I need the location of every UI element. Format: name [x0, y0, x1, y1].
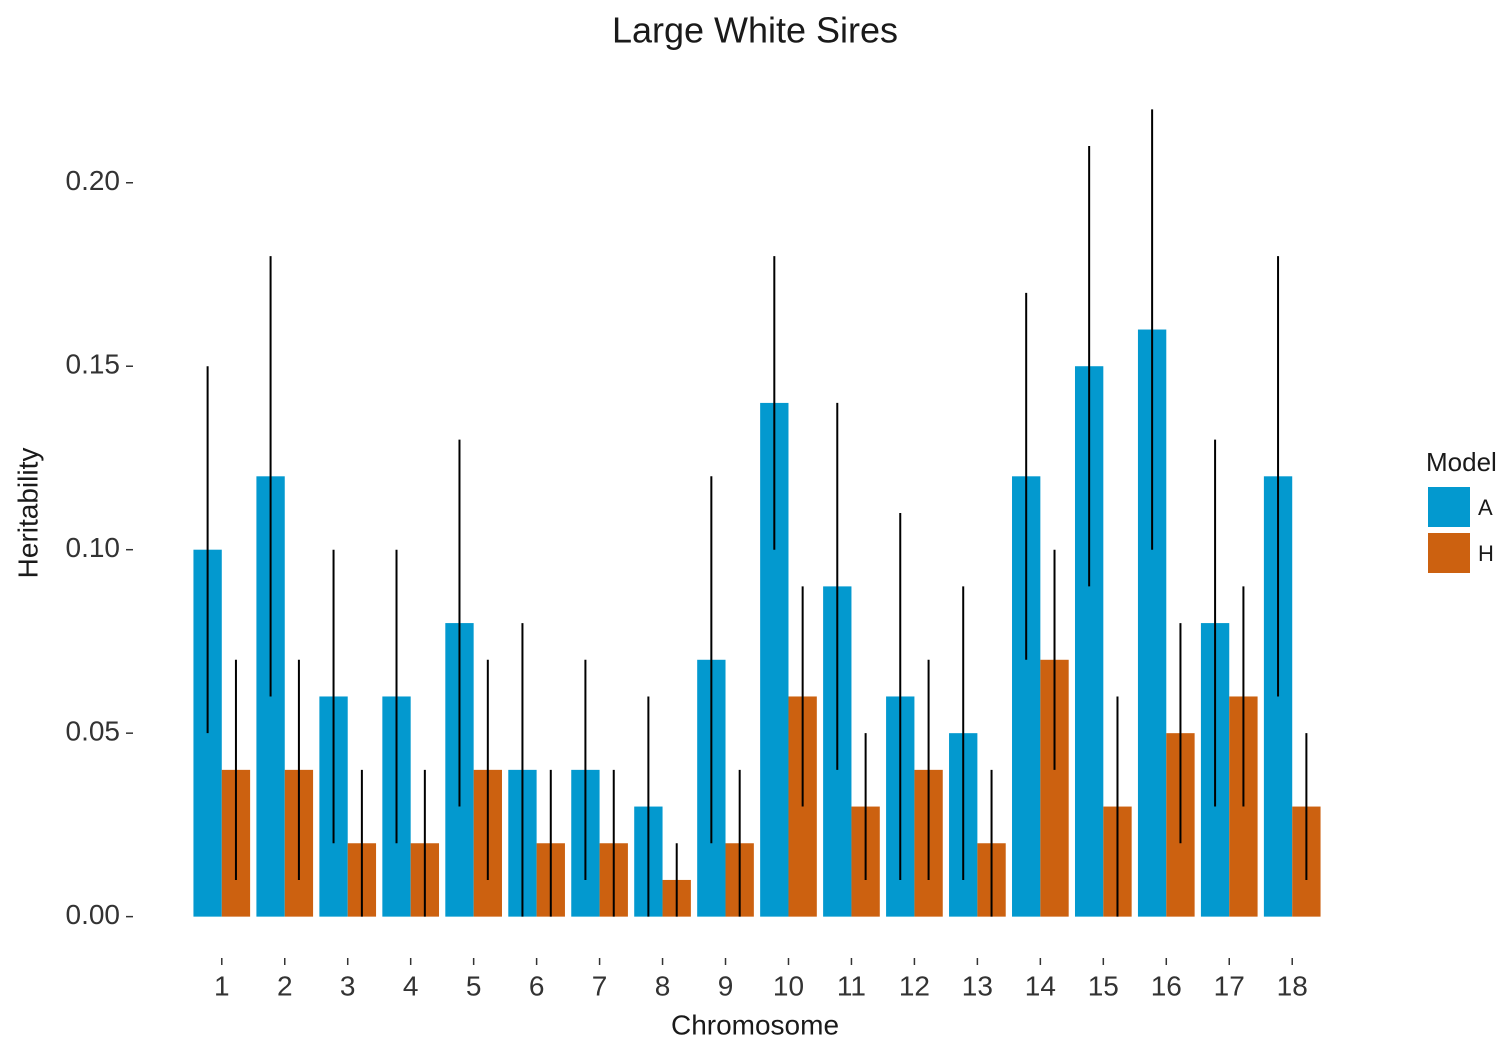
y-tick-label: 0.00 [66, 899, 121, 930]
legend-key [1428, 487, 1470, 527]
chart-title: Large White Sires [612, 10, 898, 51]
legend-label: A [1478, 495, 1493, 520]
x-tick-label: 15 [1088, 970, 1119, 1001]
x-tick-label: 9 [718, 970, 734, 1001]
x-tick-label: 14 [1025, 970, 1056, 1001]
x-tick-label: 1 [214, 970, 230, 1001]
y-tick-label: 0.20 [66, 165, 121, 196]
x-tick-label: 6 [529, 970, 545, 1001]
x-tick-label: 4 [403, 970, 419, 1001]
x-tick-label: 10 [773, 970, 804, 1001]
x-tick-label: 18 [1277, 970, 1308, 1001]
legend-label: H [1478, 541, 1494, 566]
x-axis-label: Chromosome [671, 1009, 839, 1040]
x-tick-label: 12 [899, 970, 930, 1001]
y-axis-label: Heritability [12, 448, 43, 579]
x-tick-label: 17 [1214, 970, 1245, 1001]
x-tick-label: 8 [655, 970, 671, 1001]
x-tick-label: 16 [1151, 970, 1182, 1001]
x-tick-label: 13 [962, 970, 993, 1001]
x-tick-label: 3 [340, 970, 356, 1001]
legend-title: Model [1426, 447, 1497, 477]
x-tick-label: 2 [277, 970, 293, 1001]
y-tick-label: 0.05 [66, 716, 121, 747]
y-tick-label: 0.15 [66, 349, 121, 380]
legend-key [1428, 533, 1470, 573]
y-tick-label: 0.10 [66, 532, 121, 563]
x-tick-label: 7 [592, 970, 608, 1001]
x-tick-label: 11 [837, 970, 866, 1001]
x-tick-label: 5 [466, 970, 482, 1001]
